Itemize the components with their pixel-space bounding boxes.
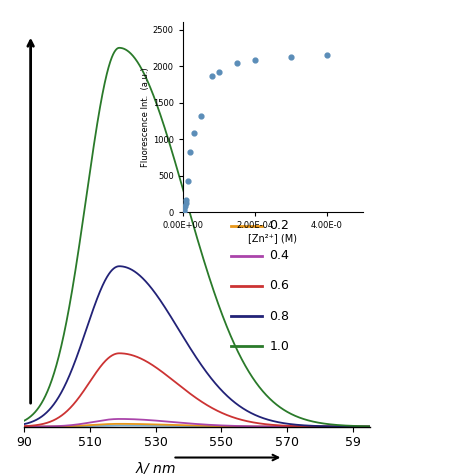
Text: 1.0: 1.0	[269, 340, 289, 353]
Text: 0.6: 0.6	[269, 280, 289, 292]
Text: 0.0: 0.0	[269, 189, 289, 202]
Text: 0.2: 0.2	[269, 219, 289, 232]
Text: Zn²⁺ (equiv): Zn²⁺ (equiv)	[245, 162, 330, 175]
Text: $\lambda$/ nm: $\lambda$/ nm	[135, 460, 176, 474]
Text: 0.4: 0.4	[269, 249, 289, 263]
Text: 0.8: 0.8	[269, 310, 289, 323]
